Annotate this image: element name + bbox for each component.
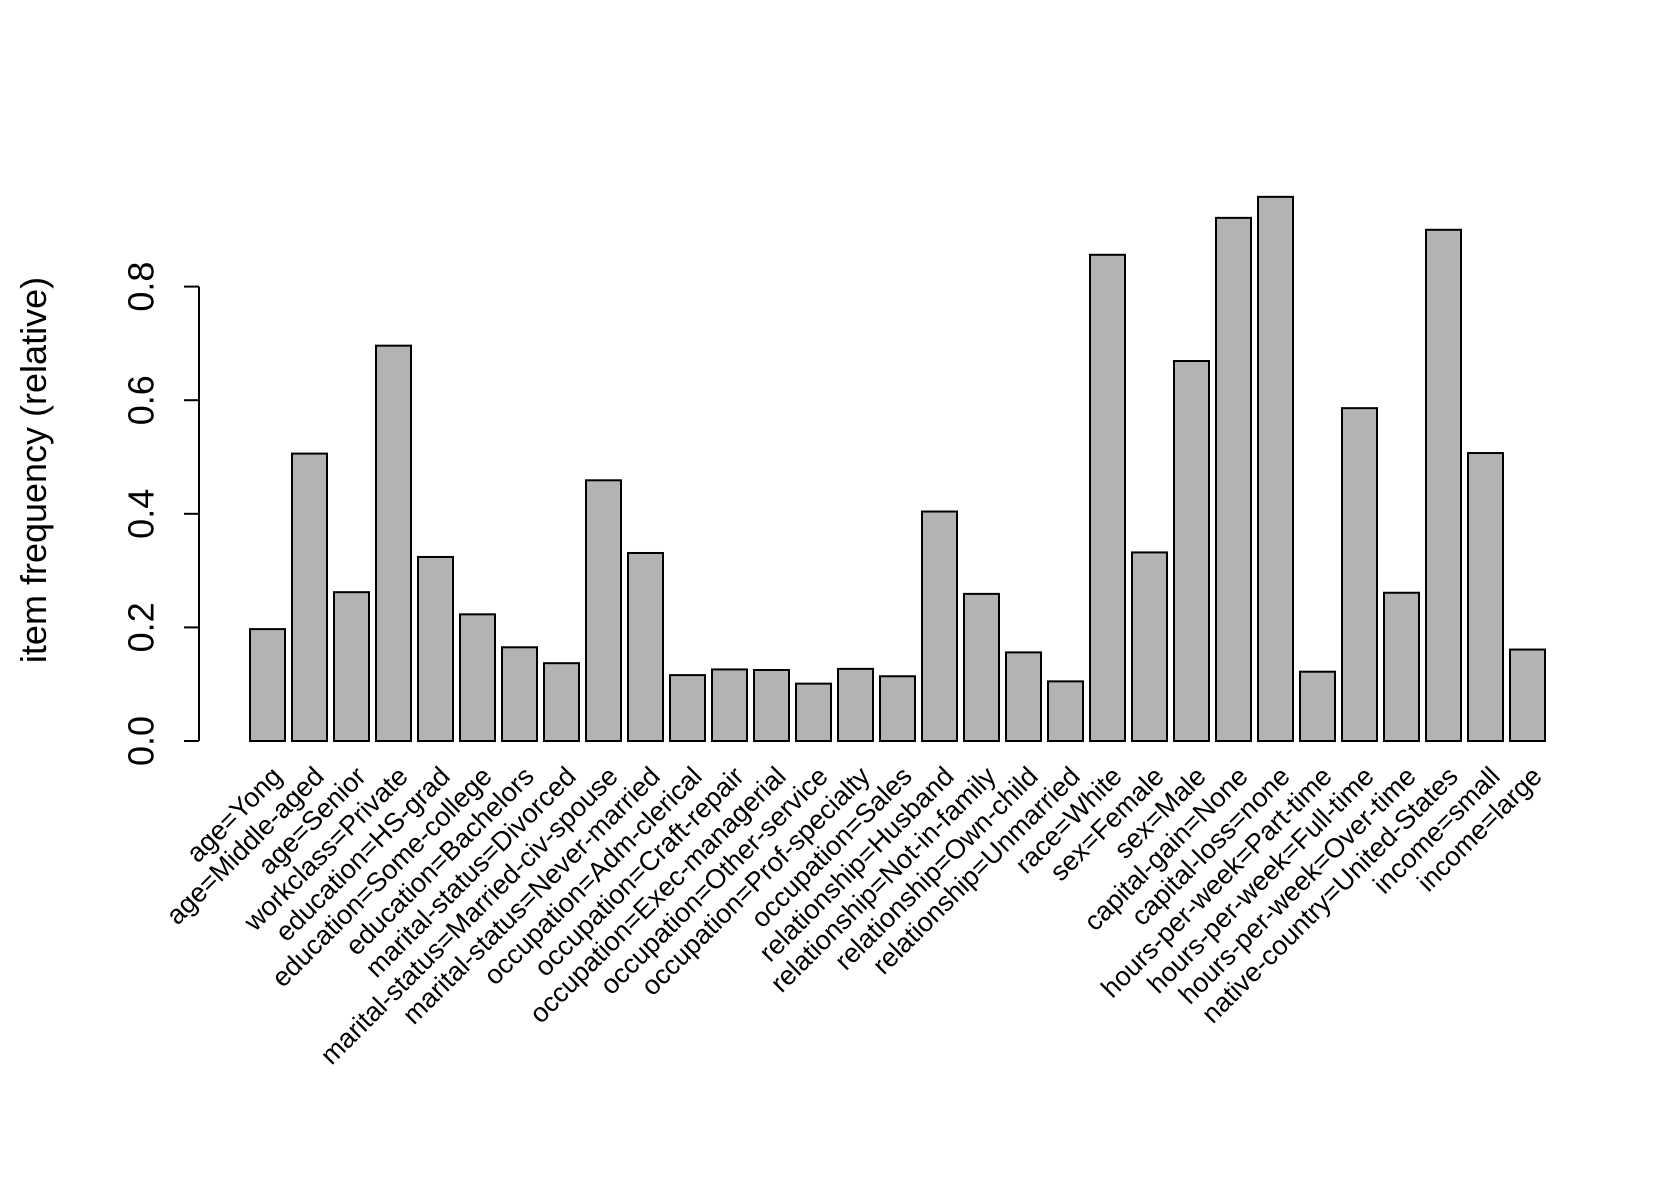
- y-tick-label: 0.2: [121, 602, 162, 652]
- bar: [1383, 591, 1420, 743]
- y-axis-label: item frequency (relative): [13, 277, 54, 663]
- bar: [1047, 680, 1084, 742]
- bar: [1509, 648, 1546, 742]
- bar: [585, 479, 622, 742]
- bar: [501, 646, 538, 743]
- bar: [1089, 253, 1126, 743]
- bar: [627, 551, 664, 742]
- bar: [543, 662, 580, 743]
- bar: [1005, 651, 1042, 743]
- bar: [1299, 670, 1336, 742]
- y-tick-label: 0.0: [121, 716, 162, 766]
- bars: [249, 195, 1546, 743]
- y-axis: 0.0 0.2 0.4 0.6 0.8: [121, 262, 200, 766]
- bar: [921, 510, 958, 743]
- bar: [753, 669, 790, 742]
- bar: [1425, 228, 1462, 743]
- bar: [417, 555, 454, 743]
- bar: [1215, 216, 1252, 742]
- bar: [795, 682, 832, 743]
- y-tick-label: 0.8: [121, 262, 162, 312]
- bar: [1257, 195, 1294, 742]
- bar: [249, 628, 286, 742]
- bar: [1467, 452, 1504, 742]
- y-tick-label: 0.4: [121, 489, 162, 539]
- bar: [669, 674, 706, 742]
- bar: [879, 675, 916, 742]
- bar: [375, 344, 412, 742]
- y-tick-label: 0.6: [121, 375, 162, 425]
- bar: [1173, 360, 1210, 742]
- bar: [711, 668, 748, 743]
- bar: [1341, 407, 1378, 742]
- bar: [291, 452, 328, 742]
- bar: [459, 613, 496, 742]
- bar: [333, 591, 370, 743]
- x-axis-labels: age=Yongage=Middle-agedage=Seniorworkcla…: [160, 761, 1547, 1071]
- bar: [1131, 551, 1168, 743]
- bar: [963, 592, 1000, 742]
- bar: [837, 667, 874, 743]
